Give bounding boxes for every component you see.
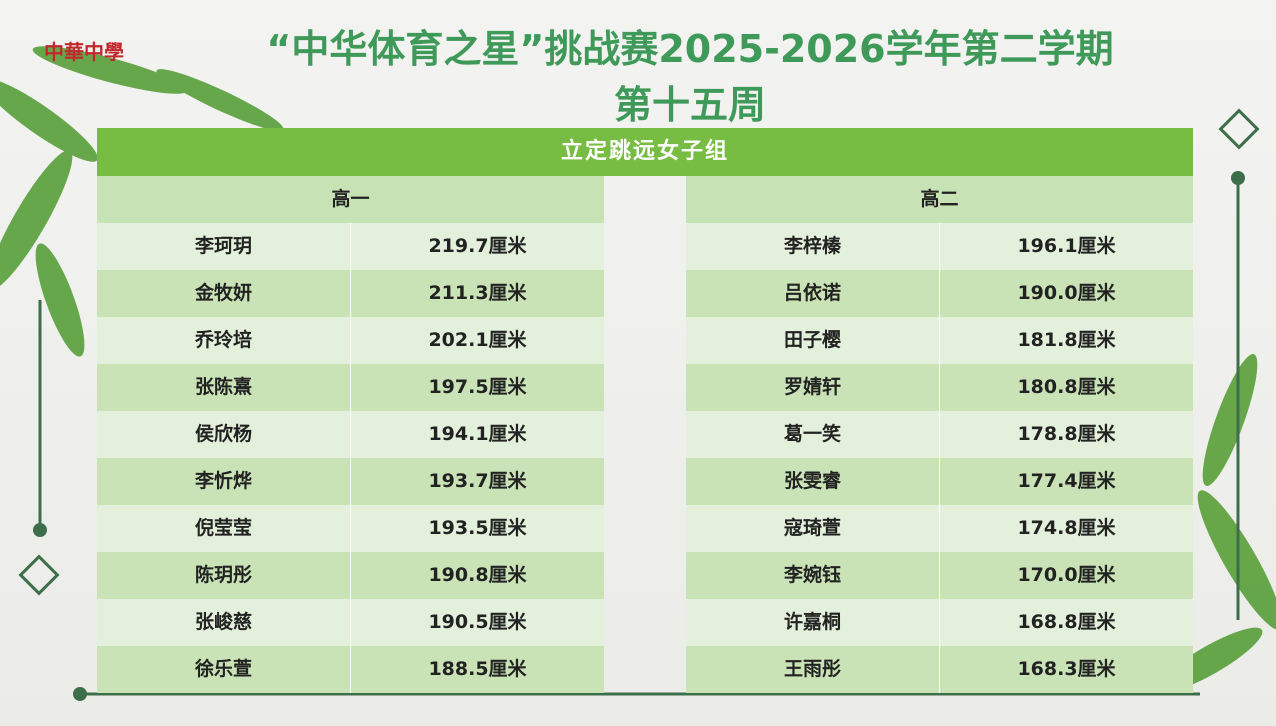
group-header: 高二 [686, 176, 1193, 223]
student-name: 李婉钰 [686, 552, 940, 599]
score: 190.0厘米 [1017, 282, 1116, 304]
score: 180.8厘米 [1017, 376, 1116, 398]
student-name: 陈玥彤 [97, 552, 351, 599]
student-name: 李珂玥 [97, 223, 351, 270]
score: 190.8厘米 [428, 564, 527, 586]
table-row: 吕依诺 190.0厘米 [686, 270, 1193, 317]
table-row: 陈玥彤 190.8厘米 [97, 552, 604, 599]
student-name: 王雨彤 [686, 646, 940, 693]
score: 190.5厘米 [428, 611, 527, 633]
student-name: 张雯睿 [686, 458, 940, 505]
score: 178.8厘米 [1017, 423, 1116, 445]
table-row: 张峻慈 190.5厘米 [97, 599, 604, 646]
score: 168.3厘米 [1017, 658, 1116, 680]
student-name: 李梓榛 [686, 223, 940, 270]
score: 194.1厘米 [428, 423, 527, 445]
table-row: 李婉钰 170.0厘米 [686, 552, 1193, 599]
logo: 中華中學 [44, 40, 124, 64]
score: 170.0厘米 [1017, 564, 1116, 586]
score: 177.4厘米 [1017, 470, 1116, 492]
student-name: 李忻烨 [97, 458, 351, 505]
table-row: 王雨彤 168.3厘米 [686, 646, 1193, 693]
table-row: 寇琦萱 174.8厘米 [686, 505, 1193, 552]
table-row: 徐乐萱 188.5厘米 [97, 646, 604, 693]
student-name: 侯欣杨 [97, 411, 351, 458]
table-row: 金牧妍 211.3厘米 [97, 270, 604, 317]
score: 193.5厘米 [428, 517, 527, 539]
student-name: 许嘉桐 [686, 599, 940, 646]
score: 211.3厘米 [428, 282, 527, 304]
table-row: 乔玲培 202.1厘米 [97, 317, 604, 364]
table-row: 张陈熹 197.5厘米 [97, 364, 604, 411]
student-name: 张峻慈 [97, 599, 351, 646]
student-name: 罗婧轩 [686, 364, 940, 411]
group-table: 高一 李珂玥 219.7厘米金牧妍 211.3厘米乔玲培 202.1厘米张陈熹 197.5… [97, 176, 604, 693]
table-title: 立定跳远女子组 [97, 128, 1193, 176]
table-row: 葛一笑 178.8厘米 [686, 411, 1193, 458]
student-name: 徐乐萱 [97, 646, 351, 693]
score: 202.1厘米 [428, 329, 527, 351]
score: 196.1厘米 [1017, 235, 1116, 257]
table-row: 许嘉桐 168.8厘米 [686, 599, 1193, 646]
table-row: 侯欣杨 194.1厘米 [97, 411, 604, 458]
table-row: 李珂玥 219.7厘米 [97, 223, 604, 270]
table-row: 罗婧轩 180.8厘米 [686, 364, 1193, 411]
group-table: 高二 李梓榛 196.1厘米吕依诺 190.0厘米田子樱 181.8厘米罗婧轩 180.8… [686, 176, 1193, 693]
score: 193.7厘米 [428, 470, 527, 492]
student-name: 葛一笑 [686, 411, 940, 458]
score: 219.7厘米 [428, 235, 527, 257]
student-name: 寇琦萱 [686, 505, 940, 552]
table-row: 李梓榛 196.1厘米 [686, 223, 1193, 270]
page-subtitle: 第十五周 [613, 83, 766, 127]
group-header: 高一 [97, 176, 604, 223]
page-title: “中华体育之星”挑战赛2025-2026学年第二学期 [266, 27, 1114, 71]
student-name: 金牧妍 [97, 270, 351, 317]
score: 174.8厘米 [1017, 517, 1116, 539]
student-name: 张陈熹 [97, 364, 351, 411]
student-name: 吕依诺 [686, 270, 940, 317]
table-row: 李忻烨 193.7厘米 [97, 458, 604, 505]
score: 188.5厘米 [428, 658, 527, 680]
student-name: 田子樱 [686, 317, 940, 364]
table-row: 张雯睿 177.4厘米 [686, 458, 1193, 505]
score: 168.8厘米 [1017, 611, 1116, 633]
table-row: 田子樱 181.8厘米 [686, 317, 1193, 364]
score: 181.8厘米 [1017, 329, 1116, 351]
student-name: 倪莹莹 [97, 505, 351, 552]
table-row: 倪莹莹 193.5厘米 [97, 505, 604, 552]
score: 197.5厘米 [428, 376, 527, 398]
student-name: 乔玲培 [97, 317, 351, 364]
